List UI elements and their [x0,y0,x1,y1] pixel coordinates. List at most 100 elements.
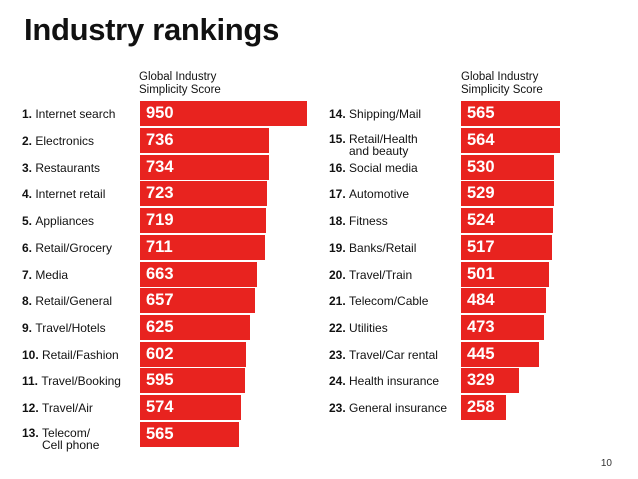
bar-value-label: 445 [467,345,495,363]
industry-name: Health insurance [349,373,440,388]
industry-name: Retail/Fashion [42,347,119,362]
bar: 565 [461,101,560,126]
rank-number: 17. [329,186,350,201]
industry-label: 17. Automotive [329,188,409,200]
bar: 565 [140,422,239,447]
rank-number: 11. [22,373,42,388]
rank-number: 15. [329,132,350,146]
bar-value-label: 625 [146,318,174,336]
column-header-line: Simplicity Score [139,84,221,96]
bar-value-label: 565 [467,104,495,122]
bar: 663 [140,262,257,287]
industry-label: 4. Internet retail [22,188,105,200]
bar-value-label: 530 [467,158,495,176]
industry-label: 22. Utilities [329,322,388,334]
industry-label: 1. Internet search [22,108,115,120]
rank-number: 4. [22,186,36,201]
bar-value-label: 484 [467,291,495,309]
bar: 473 [461,315,544,340]
industry-label: 15. Retail/Health and beauty [329,133,418,157]
rank-number: 23. [329,347,350,362]
industry-label: 21. Telecom/Cable [329,295,428,307]
bar-value-label: 329 [467,371,495,389]
column-header-line: Simplicity Score [461,84,543,96]
industry-label: 19. Banks/Retail [329,242,416,254]
rank-number: 18. [329,213,350,228]
industry-label: 3. Restaurants [22,162,100,174]
rank-number: 6. [22,240,36,255]
industry-name: Media [35,267,69,282]
industry-label: 13. Telecom/Cell phone [22,427,99,451]
industry-label: 10. Retail/Fashion [22,349,119,361]
industry-label: 14. Shipping/Mail [329,108,421,120]
industry-label: 2. Electronics [22,135,94,147]
industry-label: 23. Travel/Car rental [329,349,438,361]
rank-number: 19. [329,240,350,255]
bar-value-label: 950 [146,104,174,122]
bar: 602 [140,342,246,367]
rank-number: 24. [329,373,350,388]
industry-label: 18. Fitness [329,215,388,227]
bar-value-label: 258 [467,398,495,416]
industry-name: Automotive [349,186,410,201]
bar-value-label: 663 [146,265,174,283]
industry-label: 8. Retail/General [22,295,112,307]
industry-label: 12. Travel/Air [22,402,93,414]
bar-value-label: 524 [467,211,495,229]
industry-label: 7. Media [22,269,68,281]
industry-name: Utilities [349,320,388,335]
industry-label: 24. Health insurance [329,375,439,387]
bar: 723 [140,181,267,206]
bar: 595 [140,368,245,393]
bar-value-label: 501 [467,265,495,283]
industry-label: 11. Travel/Booking [22,375,121,387]
bar: 258 [461,395,506,420]
column-header-line: Global Industry [139,71,217,83]
bar-value-label: 711 [146,238,173,256]
bar: 445 [461,342,539,367]
rank-number: 9. [22,320,36,335]
rank-number: 22. [329,320,350,335]
bar: 574 [140,395,241,420]
bar: 524 [461,208,553,233]
rank-number: 14. [329,106,350,121]
industry-name: Travel/Booking [41,373,121,388]
industry-name: Banks/Retail [349,240,417,255]
industry-label: 9. Travel/Hotels [22,322,106,334]
industry-name: Telecom/ [42,426,91,440]
industry-name: Electronics [35,133,95,148]
bar: 657 [140,288,255,313]
industry-name: Travel/Train [349,267,413,282]
industry-name: Retail/Grocery [35,240,113,255]
column-header-2: Global Industry Simplicity Score [461,71,543,97]
bar-value-label: 565 [146,425,174,443]
rank-number: 10. [22,347,43,362]
industry-label: 6. Retail/Grocery [22,242,112,254]
industry-label: 20. Travel/Train [329,269,412,281]
bar: 529 [461,181,554,206]
bar: 564 [461,128,560,153]
bar-value-label: 657 [146,291,174,309]
industry-name: Shipping/Mail [349,106,422,121]
bar-value-label: 719 [146,211,174,229]
bar: 734 [140,155,269,180]
bar-value-label: 564 [467,131,495,149]
bar-value-label: 736 [146,131,174,149]
bar-value-label: 602 [146,345,174,363]
bar: 736 [140,128,269,153]
column-header-1: Global Industry Simplicity Score [139,71,221,97]
rank-number: 21. [329,293,350,308]
rank-number: 23. [329,400,350,415]
bar-value-label: 473 [467,318,495,336]
industry-name: Retail/General [35,293,113,308]
rank-number: 2. [22,133,36,148]
bar-value-label: 723 [146,184,174,202]
rank-number: 5. [22,213,36,228]
industry-name-line2: Cell phone [42,438,100,452]
industry-name: Retail/Health [349,132,418,146]
industry-name: Telecom/Cable [349,293,429,308]
bar: 950 [140,101,307,126]
industry-name: Internet search [35,106,116,121]
industry-name: General insurance [349,400,448,415]
rank-number: 1. [22,106,36,121]
